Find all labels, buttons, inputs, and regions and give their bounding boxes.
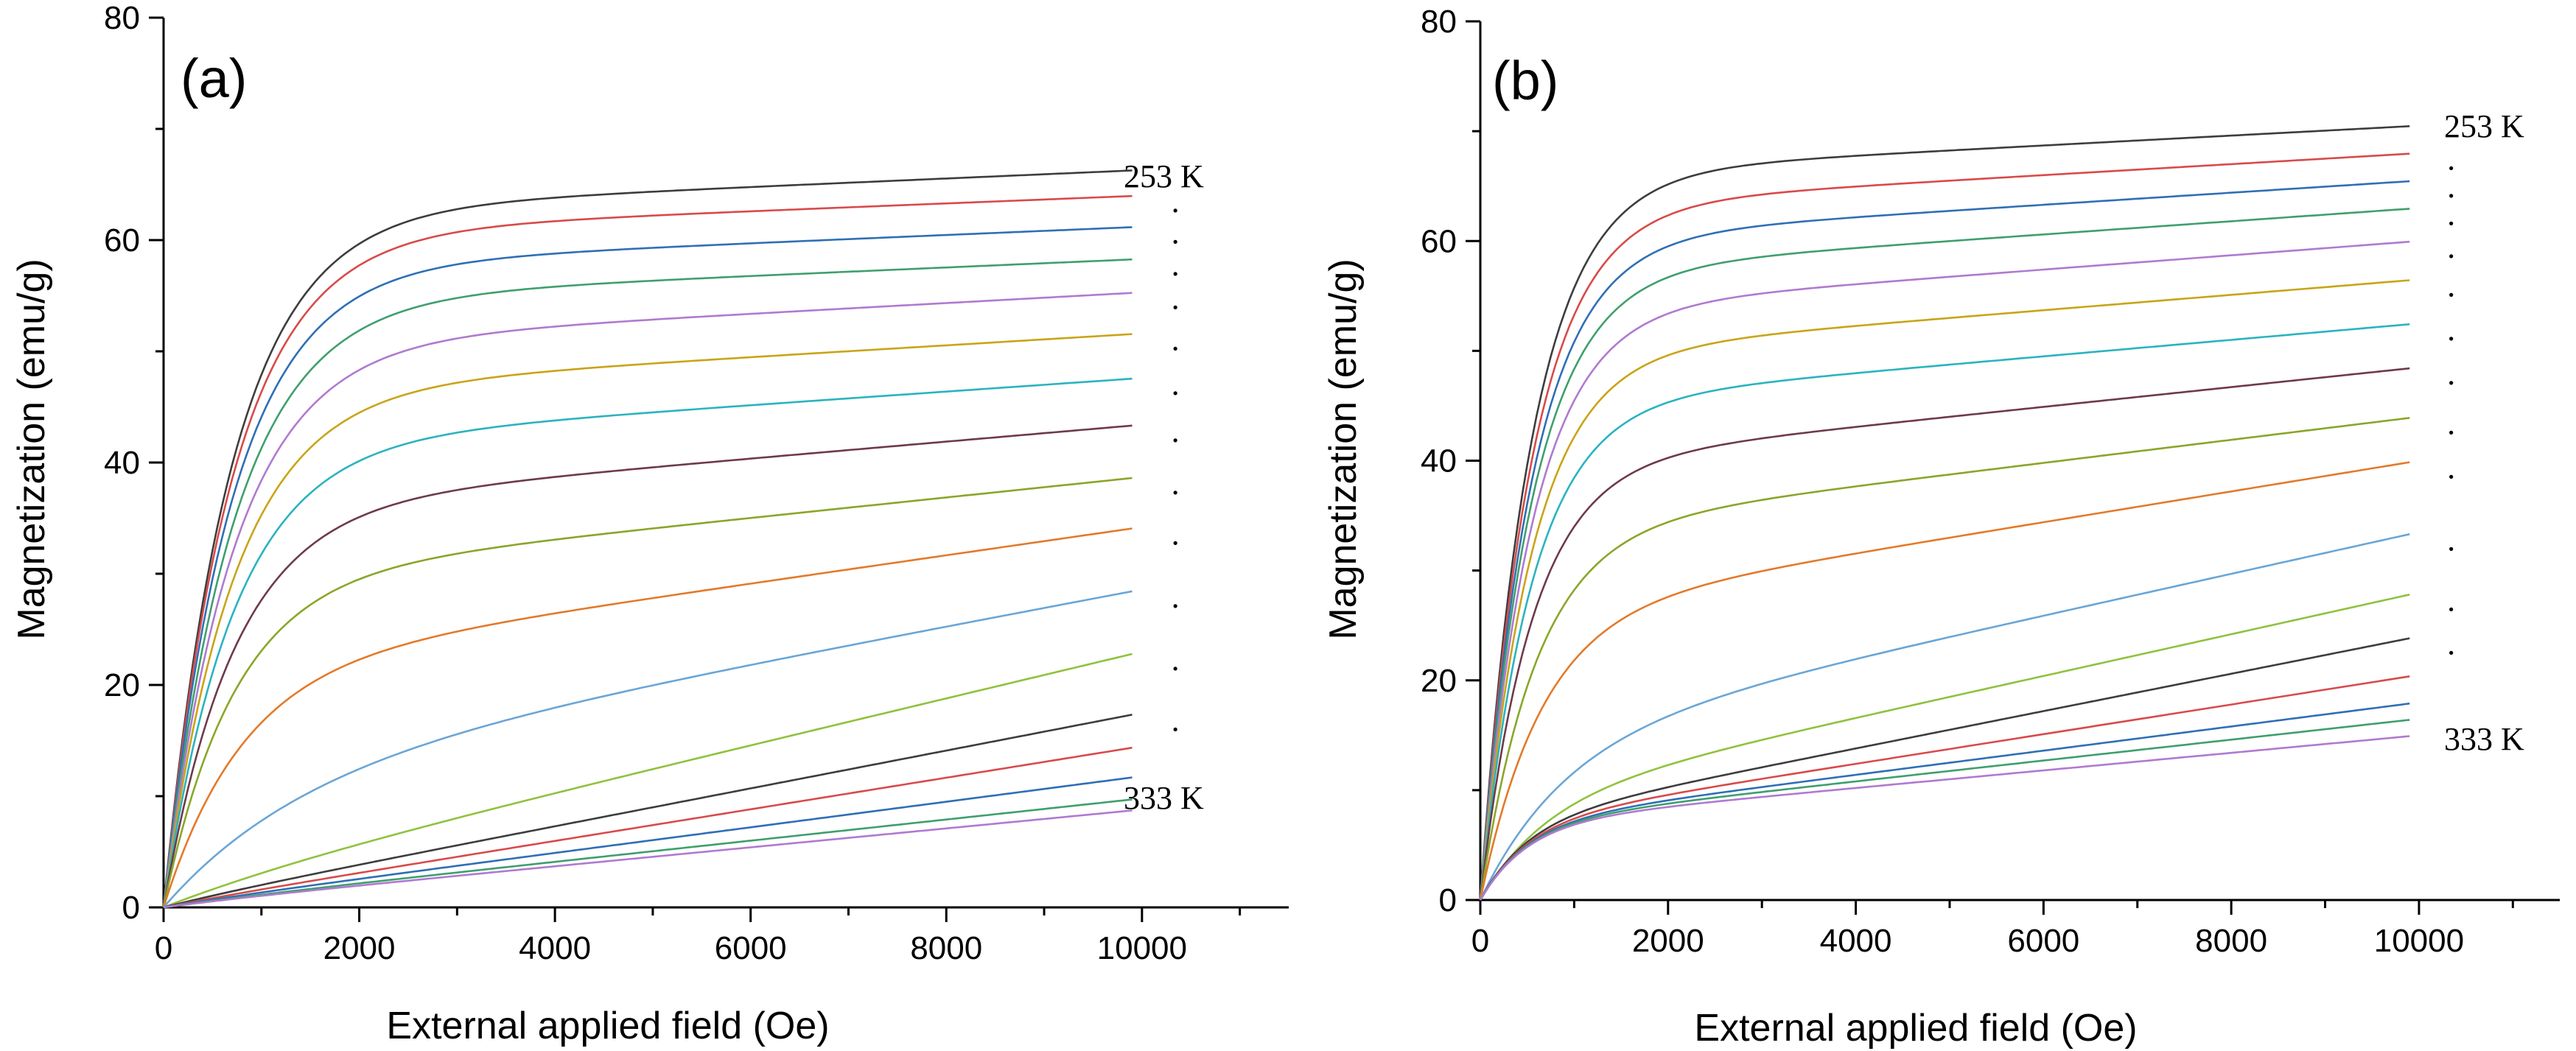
panel-b-y-tick-label: 20 <box>1421 663 1457 699</box>
panel-b-series-line <box>1479 719 2410 901</box>
panel-b-y-tick-label: 40 <box>1421 443 1457 479</box>
panel-b-series-line <box>1479 461 2410 901</box>
panel-b-series-marker: . <box>2447 312 2455 348</box>
panel-b-series-line <box>1479 735 2410 901</box>
panel-b-series-line <box>1479 533 2410 901</box>
panel-b: (b) External applied field (Oe) Magnetiz… <box>1322 4 2560 1050</box>
panel-a: (a) External applied field (Oe) Magnetiz… <box>10 0 1289 1047</box>
panel-b-series-marker: . <box>2447 582 2455 618</box>
panel-a-series-line <box>163 776 1133 909</box>
panel-b-series-marker: . <box>2447 169 2455 205</box>
panel-a-top-annotation: 253 K <box>1124 158 1204 194</box>
panel-a-series-marker: . <box>1172 516 1180 552</box>
panel-a-series-line <box>162 292 1133 908</box>
panel-a-y-axis-title: Magnetization (emu/g) <box>10 259 53 639</box>
panel-b-series-line <box>1479 637 2410 901</box>
panel-a-series-marker: . <box>1172 322 1180 358</box>
panel-a-series-line <box>162 333 1133 908</box>
panel-a-series-line <box>162 377 1133 908</box>
panel-b-x-tick-label: 4000 <box>1820 923 1892 959</box>
panel-a-label: (a) <box>181 48 247 109</box>
panel-b-series-marker: . <box>2447 626 2455 662</box>
panel-b-series-line <box>1479 180 2410 901</box>
panel-a-x-tick-label: 8000 <box>910 930 982 966</box>
panel-a-x-tick-label: 10000 <box>1097 930 1187 966</box>
panel-b-series-line <box>1479 702 2410 901</box>
panel-a-series-line <box>163 798 1133 909</box>
panel-a-y-tick-label: 60 <box>104 222 140 259</box>
panel-a-series-line <box>163 809 1133 909</box>
panel-b-bottom-annotation: 333 K <box>2444 721 2524 757</box>
panel-a-series-marker: . <box>1172 183 1180 219</box>
panel-b-series-line <box>1479 367 2410 901</box>
panel-b-x-tick-label: 2000 <box>1632 923 1704 959</box>
panel-b-x-tick-label: 10000 <box>2374 923 2464 959</box>
panel-a-series-line <box>162 169 1133 908</box>
panel-b-series-line <box>1479 417 2410 901</box>
panel-a-series-line <box>163 590 1133 908</box>
panel-a-x-axis-title: External applied field (Oe) <box>386 1005 829 1047</box>
panel-b-series-marker: . <box>2447 405 2455 441</box>
panel-a-series-marker: . <box>1172 642 1180 678</box>
panel-b-label: (b) <box>1492 50 1558 111</box>
panel-a-series-line <box>162 258 1133 908</box>
panel-a-x-tick-label: 6000 <box>715 930 787 966</box>
panel-b-series-line <box>1479 125 2410 901</box>
panel-a-series-marker: . <box>1172 247 1180 283</box>
panel-b-y-tick-label: 80 <box>1421 4 1457 40</box>
panel-b-series-marker: . <box>2447 356 2455 392</box>
panel-a-series-marker: . <box>1172 413 1180 449</box>
panel-a-y-tick-label: 0 <box>122 890 140 926</box>
panel-a-x-tick-label: 0 <box>155 930 172 966</box>
panel-a-series-line <box>162 527 1133 908</box>
panel-b-y-axis-title: Magnetization (emu/g) <box>1322 259 1365 639</box>
panel-a-series-line <box>163 653 1133 909</box>
panel-b-series-line <box>1479 594 2410 901</box>
panel-b-x-axis-title: External applied field (Oe) <box>1694 1007 2137 1050</box>
panel-a-series-line <box>162 477 1133 908</box>
panel-b-series-marker: . <box>2447 521 2455 558</box>
panel-b-series-line <box>1479 240 2410 901</box>
panel-a-x-tick-label: 4000 <box>519 930 591 966</box>
panel-a-series-marker: . <box>1172 281 1180 317</box>
panel-b-series-line <box>1479 279 2410 901</box>
panel-a-series-marker: . <box>1172 465 1180 502</box>
panel-a-bottom-annotation: 333 K <box>1124 780 1204 816</box>
panel-a-series-line <box>162 226 1133 908</box>
panel-b-series-line <box>1479 675 2410 901</box>
panel-a-series-marker: . <box>1172 702 1180 738</box>
panel-a-y-tick-label: 40 <box>104 445 140 481</box>
panel-a-y-tick-label: 20 <box>104 667 140 703</box>
panel-b-top-annotation: 253 K <box>2444 108 2524 144</box>
panel-a-series-line <box>162 424 1133 908</box>
panel-b-series-marker: . <box>2447 196 2455 232</box>
panel-a-series-marker: . <box>1172 214 1180 250</box>
panel-a-series-marker: . <box>1172 366 1180 402</box>
panel-a-x-tick-label: 2000 <box>323 930 396 966</box>
panel-a-series-line <box>163 746 1133 909</box>
panel-a-series-line <box>163 714 1133 909</box>
panel-b-series-line <box>1479 152 2410 901</box>
panel-a-series-marker: . <box>1172 579 1180 615</box>
panel-a-y-tick-label: 80 <box>104 0 140 36</box>
panel-b-series-marker: . <box>2447 450 2455 486</box>
panel-b-x-tick-label: 0 <box>1471 923 1489 959</box>
panel-b-series-line <box>1479 323 2410 901</box>
panel-b-y-tick-label: 0 <box>1439 882 1457 918</box>
panel-b-series-marker: . <box>2447 141 2455 177</box>
panel-b-series-line <box>1479 208 2410 901</box>
panel-b-y-tick-label: 60 <box>1421 223 1457 259</box>
panel-b-x-tick-label: 8000 <box>2195 923 2267 959</box>
panel-a-series-line <box>162 194 1133 908</box>
panel-b-series-marker: . <box>2447 267 2455 303</box>
panel-b-series-marker: . <box>2447 229 2455 265</box>
panel-b-x-tick-label: 6000 <box>2007 923 2079 959</box>
